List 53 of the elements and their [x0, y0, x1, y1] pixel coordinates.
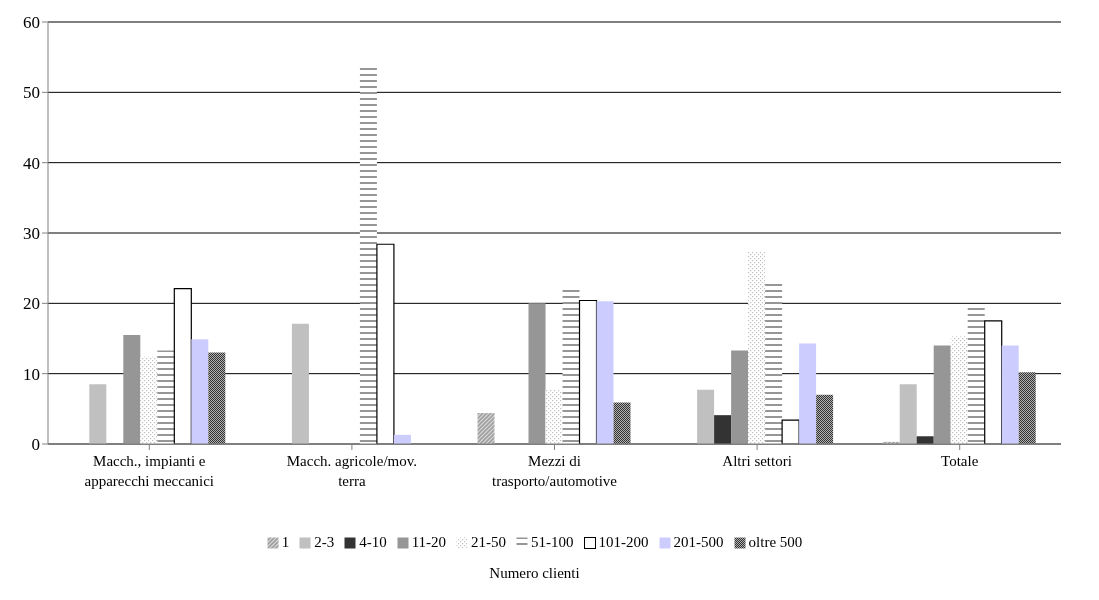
bar [731, 350, 749, 444]
bar [157, 350, 175, 444]
bar [578, 299, 598, 444]
legend-label: 2-3 [314, 534, 335, 551]
legend-label: 51-100 [531, 534, 574, 551]
bar [1018, 372, 1036, 444]
x-tick-label: Macch., impianti e apparecchi meccanici [84, 453, 215, 489]
legend-label: 11-20 [411, 534, 447, 551]
y-tick-label: 50 [23, 83, 40, 103]
bar [191, 339, 209, 444]
legend-label: 21-50 [471, 534, 507, 551]
bar [967, 306, 985, 444]
legend-label: oltre 500 [748, 534, 803, 551]
bar [596, 301, 614, 444]
bar [748, 251, 766, 444]
bar [613, 402, 631, 444]
legend-label: 101-200 [598, 534, 649, 551]
y-tick-label: 10 [23, 364, 40, 384]
y-tick-label: 20 [23, 294, 40, 314]
bar [899, 384, 917, 444]
bar [89, 384, 107, 444]
bar [697, 389, 715, 444]
bar [359, 67, 377, 444]
bar [950, 336, 968, 444]
bar [916, 436, 934, 444]
x-tick-label: Macch. agricole/mov. terra [286, 453, 418, 489]
bar [545, 389, 563, 444]
bar [291, 323, 309, 444]
legend-label: 1 [281, 534, 290, 551]
bar [781, 419, 800, 444]
bar [477, 413, 495, 444]
x-tick-label: Totale [941, 453, 979, 469]
x-tick-label: Mezzi di trasporto/automotive [492, 453, 618, 489]
bar [933, 345, 951, 444]
y-tick-label: 30 [23, 224, 40, 244]
bar [562, 289, 580, 444]
x-tick-label: Altri settori [722, 453, 792, 469]
bar [799, 343, 817, 444]
bar [1001, 345, 1019, 444]
y-tick-label: 40 [23, 153, 40, 173]
y-tick-label: 0 [31, 435, 40, 455]
bar [528, 303, 546, 444]
y-tick-label: 60 [23, 13, 40, 33]
bar [123, 334, 141, 444]
legend-label: 4-10 [359, 534, 387, 551]
bar [765, 282, 783, 444]
bar [714, 415, 732, 444]
bar [208, 352, 226, 444]
bar [816, 394, 834, 444]
bar [984, 320, 1003, 444]
legend-label: 201-500 [673, 534, 724, 551]
legend-title: Numero clienti [488, 565, 581, 582]
bar [140, 356, 158, 444]
